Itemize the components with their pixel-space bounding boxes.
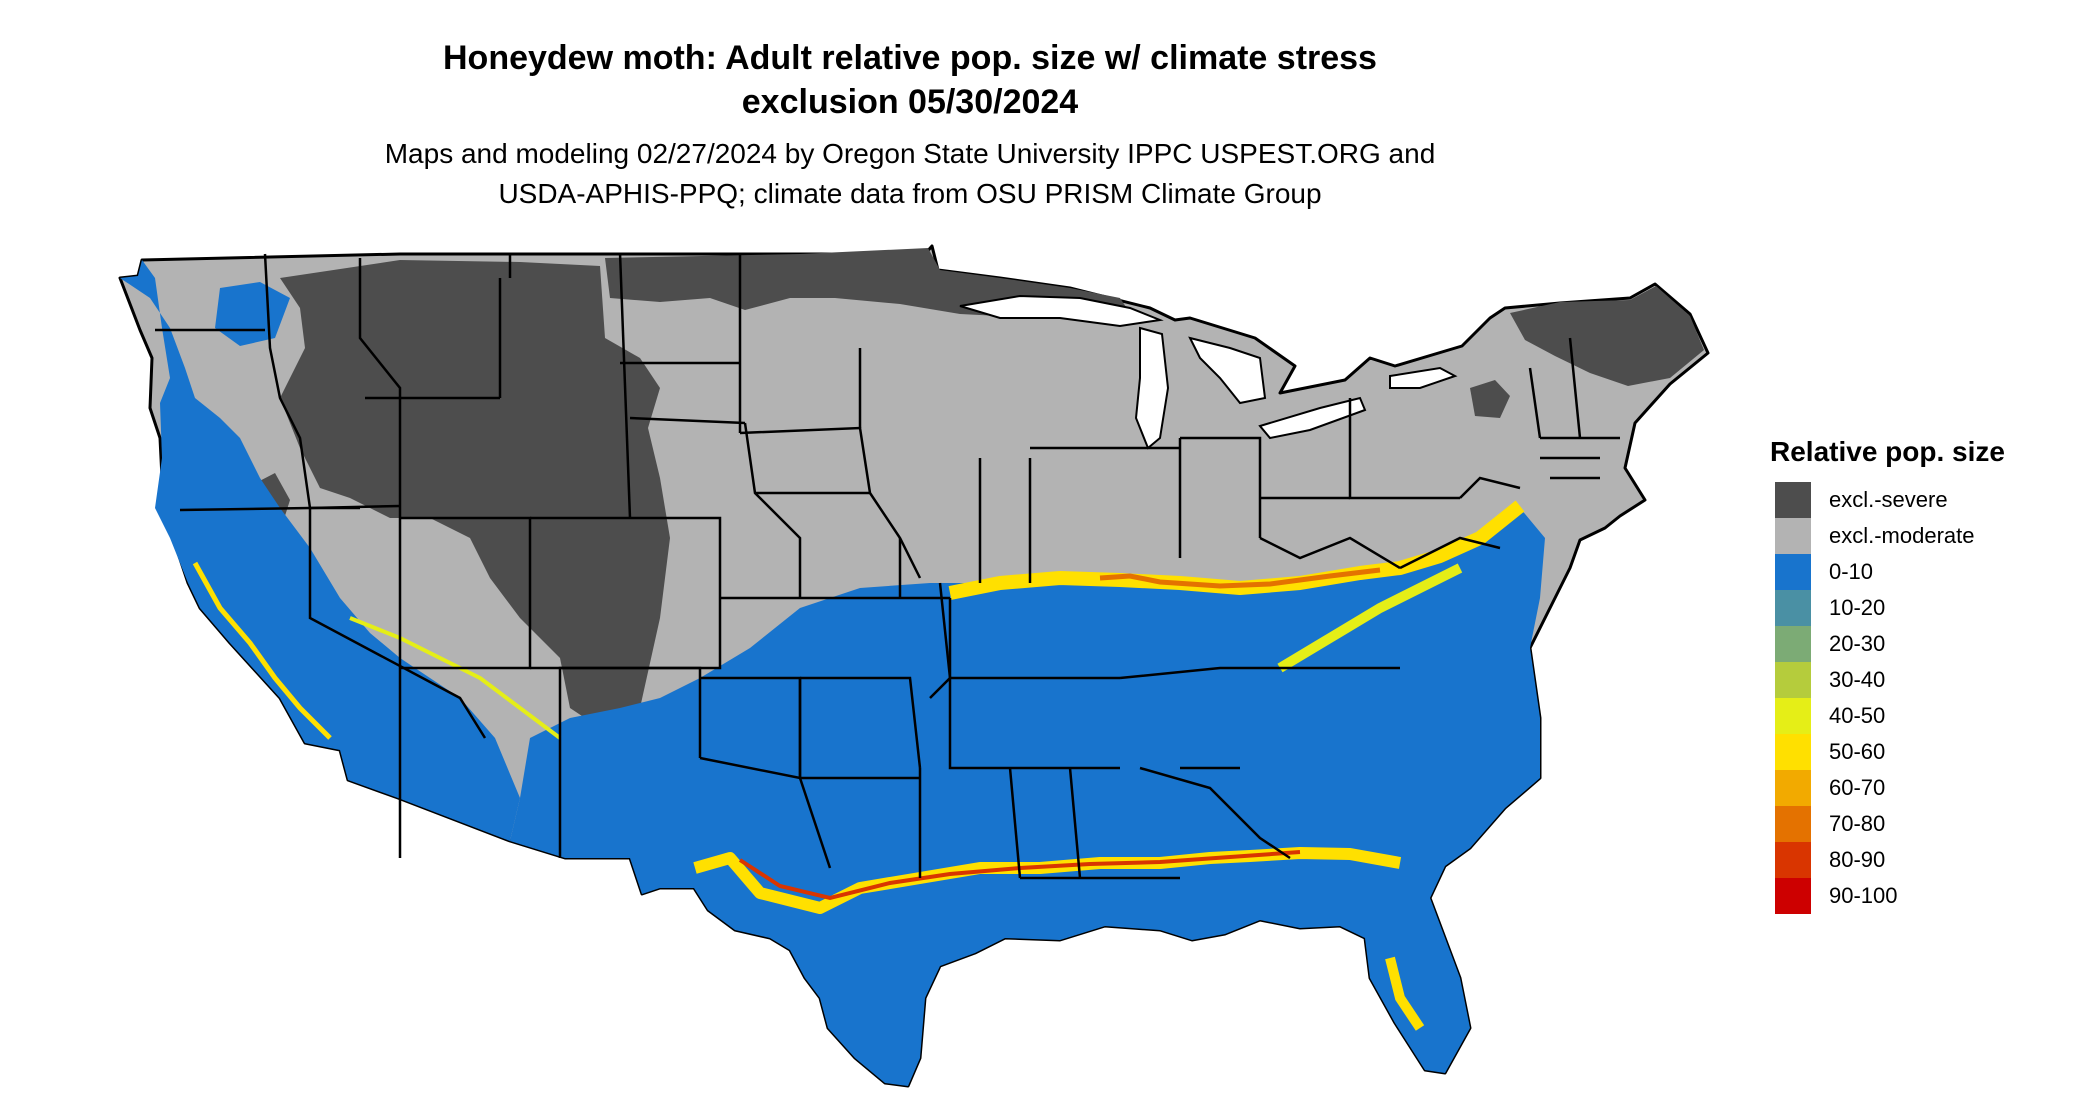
state-boundaries [155,252,1620,880]
legend-label: 10-20 [1829,595,1886,620]
map-subtitle-line-1: Maps and modeling 02/27/2024 by Oregon S… [384,138,1436,169]
map-title-line-2: exclusion 05/30/2024 [741,83,1079,121]
legend-swatch [1775,698,1811,734]
gulf-coast-band-red [738,850,1301,901]
legend-item-excl-severe: excl.-severe [1775,482,2075,518]
legend-swatch [1775,770,1811,806]
legend-item-excl-moderate: excl.-moderate [1775,518,2075,554]
legend-title: Relative pop. size [1770,436,2005,467]
legend-item-90-100: 90-100 [1775,878,2075,914]
legend-item-70-80: 70-80 [1775,806,2075,842]
legend-label: excl.-severe [1829,487,1948,512]
legend-label: excl.-moderate [1829,523,1975,548]
legend-label: 90-100 [1829,883,1898,908]
legend-swatch [1775,878,1811,914]
legend-item-30-40: 30-40 [1775,662,2075,698]
legend-swatch [1775,590,1811,626]
legend-label: 80-90 [1829,847,1886,872]
lake-erie [1258,396,1367,440]
legend-swatch [1775,842,1811,878]
florida-band [1385,956,1425,1031]
legend-swatch [1775,734,1811,770]
legend-item-20-30: 20-30 [1775,626,2075,662]
legend-swatch [1775,518,1811,554]
legend-label: 60-70 [1829,775,1886,800]
legend-label: 70-80 [1829,811,1886,836]
legend-swatch [1775,806,1811,842]
legend-item-10-20: 10-20 [1775,590,2075,626]
legend-item-0-10: 0-10 [1775,554,2075,590]
southern-blue-region [510,508,1545,1086]
legend-item-60-70: 60-70 [1775,770,2075,806]
legend-swatch [1775,482,1811,518]
legend-label: 0-10 [1829,559,1874,584]
legend-label: 50-60 [1829,739,1886,764]
appalachian-band [1277,563,1463,673]
lake-michigan [1134,326,1170,450]
legend-label: 20-30 [1829,631,1886,656]
pnw-coastal-range [120,260,520,841]
map-title-line-1: Honeydew moth: Adult relative pop. size … [443,39,1377,77]
legend-label: 30-40 [1829,667,1886,692]
severe-exclusion-northeast [1510,286,1704,386]
california-band [192,561,332,740]
us-population-map [118,244,1710,1088]
ohio-valley-band-orange [1099,567,1381,589]
severe-exclusion-rockies [280,260,670,728]
legend-label: 40-50 [1829,703,1886,728]
lake-superior [959,294,1164,328]
map-subtitle-line-2: USDA-APHIS-PPQ; climate data from OSU PR… [498,178,1322,209]
legend-swatch [1775,554,1811,590]
legend-item-50-60: 50-60 [1775,734,2075,770]
severe-exclusion-adirondacks [1470,380,1510,418]
legend-item-80-90: 80-90 [1775,842,2075,878]
legend-swatch [1775,662,1811,698]
lake-huron [1188,336,1267,405]
legend-item-40-50: 40-50 [1775,698,2075,734]
lake-ontario [1389,366,1458,389]
legend-swatch [1775,626,1811,662]
